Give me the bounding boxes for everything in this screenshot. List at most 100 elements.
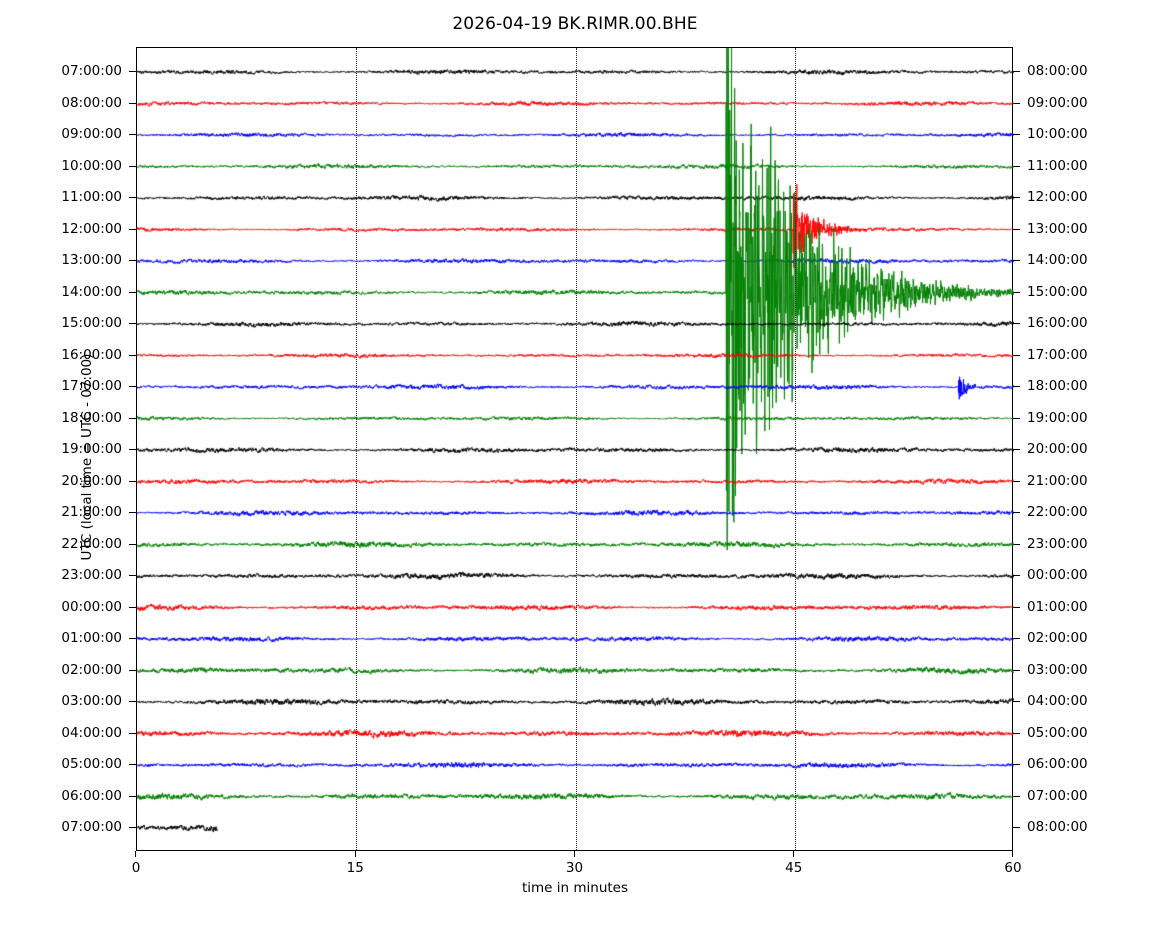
y-tick-mark-left-7: [129, 291, 136, 293]
y-tick-mark-right-0: [1013, 71, 1020, 72]
y-tick-mark-left-14: [129, 512, 136, 513]
y-tick-right-19: 03:00:00: [1027, 661, 1088, 678]
x-tick-45: 45: [785, 860, 803, 876]
y-tick-left-3: 10:00:00: [61, 157, 122, 174]
y-tick-mark-left-12: [129, 449, 136, 450]
x-tick-0: 0: [131, 860, 141, 876]
y-tick-mark-right-9: [1013, 354, 1020, 356]
y-tick-right-21: 05:00:00: [1027, 724, 1088, 741]
y-tick-right-14: 22:00:00: [1027, 504, 1088, 520]
y-tick-left-17: 00:00:00: [61, 598, 122, 615]
y-tick-mark-left-22: [129, 764, 136, 765]
y-tick-left-2: 09:00:00: [61, 126, 122, 142]
gridline-15min: [356, 48, 358, 850]
y-tick-mark-left-1: [129, 102, 136, 104]
y-tick-left-11: 18:00:00: [61, 409, 122, 426]
y-tick-mark-right-18: [1013, 638, 1020, 639]
y-tick-mark-right-16: [1013, 575, 1020, 576]
y-tick-right-17: 01:00:00: [1027, 598, 1088, 615]
plot-area: [136, 47, 1014, 852]
y-tick-right-6: 14:00:00: [1027, 252, 1088, 268]
y-tick-left-15: 22:00:00: [61, 535, 122, 552]
y-tick-mark-right-21: [1013, 732, 1020, 734]
y-tick-mark-left-21: [129, 732, 136, 734]
y-tick-left-7: 14:00:00: [61, 283, 122, 300]
y-tick-mark-left-15: [129, 543, 136, 545]
y-tick-mark-right-5: [1013, 228, 1020, 230]
x-tick-mark-15: [354, 851, 356, 857]
y-tick-right-1: 09:00:00: [1027, 94, 1088, 111]
y-tick-right-11: 19:00:00: [1027, 409, 1088, 426]
y-tick-left-21: 04:00:00: [61, 724, 122, 741]
y-tick-right-13: 21:00:00: [1027, 472, 1088, 489]
y-tick-left-18: 01:00:00: [61, 630, 122, 646]
y-tick-mark-right-24: [1013, 827, 1020, 828]
y-tick-mark-left-9: [129, 354, 136, 356]
y-tick-mark-left-10: [129, 386, 136, 387]
y-tick-left-14: 21:00:00: [61, 504, 122, 520]
y-tick-mark-left-16: [129, 575, 136, 576]
y-tick-right-3: 11:00:00: [1027, 157, 1088, 174]
x-tick-mark-60: [1012, 851, 1014, 857]
y-tick-mark-left-23: [129, 795, 136, 797]
y-tick-right-5: 13:00:00: [1027, 220, 1088, 237]
y-tick-right-22: 06:00:00: [1027, 756, 1088, 772]
y-tick-mark-right-8: [1013, 323, 1020, 324]
y-tick-right-20: 04:00:00: [1027, 693, 1088, 709]
y-tick-mark-right-1: [1013, 102, 1020, 104]
y-tick-mark-right-10: [1013, 386, 1020, 387]
y-tick-right-7: 15:00:00: [1027, 283, 1088, 300]
y-tick-mark-left-19: [129, 669, 136, 671]
x-tick-15: 15: [346, 860, 364, 876]
right-axis-tick-labels: 08:00:00 09:00:00 10:00:00 11:00:00 12:00:00…: [1013, 47, 1150, 851]
y-tick-mark-left-8: [129, 323, 136, 324]
y-tick-left-13: 20:00:00: [61, 472, 122, 489]
y-tick-left-24: 07:00:00: [61, 819, 122, 835]
page-title: 2026-04-19 BK.RIMR.00.BHE: [452, 14, 698, 34]
x-tick-mark-45: [793, 851, 795, 857]
left-axis-tick-labels: 07:00:00 08:00:00 09:00:00 10:00:00 11:00:00…: [0, 47, 136, 851]
x-tick-mark-0: [135, 851, 137, 857]
y-tick-mark-right-7: [1013, 291, 1020, 293]
y-tick-right-23: 07:00:00: [1027, 787, 1088, 804]
y-tick-mark-left-11: [129, 417, 136, 419]
y-tick-left-4: 11:00:00: [61, 189, 122, 205]
gridline-30min: [575, 48, 577, 850]
y-tick-mark-right-11: [1013, 417, 1020, 419]
y-tick-left-22: 05:00:00: [61, 756, 122, 772]
y-tick-left-5: 12:00:00: [61, 220, 122, 237]
y-tick-mark-left-20: [129, 701, 136, 702]
y-tick-mark-left-24: [129, 827, 136, 828]
y-tick-mark-right-2: [1013, 134, 1020, 135]
gridline-45min: [794, 48, 796, 850]
x-tick-30: 30: [565, 860, 584, 876]
y-tick-mark-right-17: [1013, 606, 1020, 608]
x-tick-60: 60: [1004, 860, 1022, 876]
y-tick-mark-left-5: [129, 228, 136, 230]
y-tick-right-9: 17:00:00: [1027, 346, 1088, 363]
y-tick-right-4: 12:00:00: [1027, 189, 1088, 205]
y-tick-mark-right-20: [1013, 701, 1020, 702]
y-tick-mark-left-17: [129, 606, 136, 608]
y-tick-left-12: 19:00:00: [61, 441, 122, 457]
y-tick-mark-right-14: [1013, 512, 1020, 513]
y-tick-mark-left-0: [129, 71, 136, 72]
y-tick-right-8: 16:00:00: [1027, 315, 1088, 331]
y-tick-mark-left-2: [129, 134, 136, 135]
y-tick-left-10: 17:00:00: [61, 378, 122, 394]
y-tick-mark-right-13: [1013, 480, 1020, 482]
y-tick-left-8: 15:00:00: [61, 315, 122, 331]
y-tick-mark-right-22: [1013, 764, 1020, 765]
y-tick-left-19: 02:00:00: [61, 661, 122, 678]
y-tick-left-9: 16:00:00: [61, 346, 122, 363]
y-tick-mark-right-12: [1013, 449, 1020, 450]
y-tick-mark-left-18: [129, 638, 136, 639]
y-tick-right-12: 20:00:00: [1027, 441, 1088, 457]
y-tick-mark-right-19: [1013, 669, 1020, 671]
x-axis-label: time in minutes: [521, 880, 629, 896]
y-tick-mark-right-15: [1013, 543, 1020, 545]
y-tick-left-16: 23:00:00: [61, 567, 122, 583]
y-tick-right-18: 02:00:00: [1027, 630, 1088, 646]
y-tick-left-20: 03:00:00: [61, 693, 122, 709]
